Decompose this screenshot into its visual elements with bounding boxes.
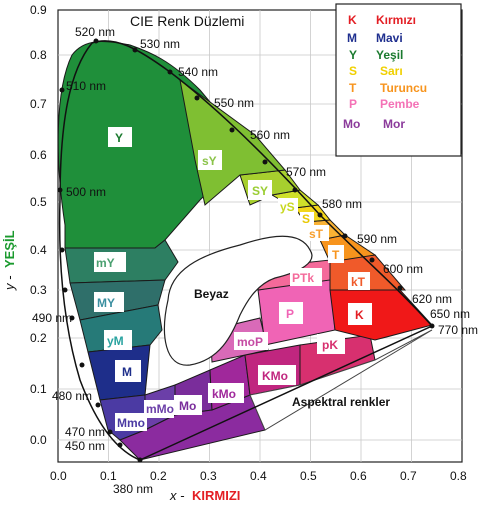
legend-code-pembe: P bbox=[349, 97, 357, 111]
x-tick: 0.1 bbox=[100, 469, 117, 483]
legend: K Kırmızı M Mavi Y Yeşil S Sarı T Turunc… bbox=[335, 3, 462, 157]
region-label-PTk: PTk bbox=[292, 271, 314, 285]
x-axis-name: KIRMIZI bbox=[192, 488, 240, 503]
region-label-MY: MY bbox=[97, 296, 115, 310]
region-label-pK: pK bbox=[322, 338, 338, 352]
x-tick: 0.2 bbox=[150, 469, 167, 483]
y-tick: 0.9 bbox=[30, 3, 47, 17]
y-tick: 0.8 bbox=[30, 48, 47, 62]
region-label-KMo: KMo bbox=[262, 369, 288, 383]
wavelength-label: 500 nm bbox=[66, 185, 106, 199]
region-label-Mmo: Mmo bbox=[117, 416, 145, 430]
y-tick: 0.7 bbox=[30, 97, 47, 111]
legend-name-yesil: Yeşil bbox=[376, 48, 403, 62]
region-label-S: S bbox=[302, 212, 310, 226]
wavelength-labels: 380 nm 450 nm 470 nm 480 nm 490 nm 500 n… bbox=[32, 25, 478, 496]
y-tick: 0.0 bbox=[30, 433, 47, 447]
white-region-label: Beyaz bbox=[194, 287, 229, 301]
legend-code-mor: Mo bbox=[343, 117, 360, 131]
y-axis-name: YEŞİL bbox=[2, 230, 17, 268]
legend-name-mor: Mor bbox=[383, 117, 405, 131]
y-axis-var: y - bbox=[2, 275, 17, 291]
region-label-mY: mY bbox=[96, 256, 115, 270]
y-axis-label: y - YEŞİL bbox=[2, 230, 17, 291]
legend-code-turuncu: T bbox=[349, 81, 357, 95]
wavelength-label: 380 nm bbox=[113, 482, 153, 496]
wavelength-label: 590 nm bbox=[357, 232, 397, 246]
legend-code-kirmizi: K bbox=[348, 13, 357, 27]
wavelength-label: 480 nm bbox=[52, 389, 92, 403]
x-tick: 0.6 bbox=[350, 469, 367, 483]
x-tick: 0.8 bbox=[450, 469, 467, 483]
region-label-Mo: Mo bbox=[179, 399, 196, 413]
wavelength-label: 570 nm bbox=[286, 165, 326, 179]
y-tick: 0.5 bbox=[30, 195, 47, 209]
region-labels: Y sY SY yS S sT T kT PTk P K moP pK KMo … bbox=[94, 127, 390, 431]
legend-name-kirmizi: Kırmızı bbox=[376, 13, 416, 27]
x-tick: 0.0 bbox=[50, 469, 67, 483]
locus-dots bbox=[57, 38, 435, 463]
region-label-kMo: kMo bbox=[212, 387, 236, 401]
region-label-sT: sT bbox=[309, 227, 324, 241]
y-tick: 0.2 bbox=[30, 331, 47, 345]
y-tick: 0.1 bbox=[30, 382, 47, 396]
region-label-moP: moP bbox=[237, 335, 263, 349]
wavelength-label: 490 nm bbox=[32, 311, 72, 325]
region-label-P: P bbox=[286, 307, 294, 321]
wavelength-label: 600 nm bbox=[383, 262, 423, 276]
chart-title: CIE Renk Düzlemi bbox=[130, 13, 244, 29]
region-label-kT: kT bbox=[351, 275, 366, 289]
y-tick: 0.4 bbox=[30, 243, 47, 257]
region-label-yS: yS bbox=[280, 200, 295, 214]
x-axis-var: x - bbox=[169, 488, 185, 503]
wavelength-label: 650 nm bbox=[430, 307, 470, 321]
x-tick: 0.3 bbox=[200, 469, 217, 483]
wavelength-label: 450 nm bbox=[65, 439, 105, 453]
wavelength-label: 530 nm bbox=[140, 37, 180, 51]
region-label-sY: sY bbox=[202, 154, 217, 168]
region-label-Y: Y bbox=[115, 131, 123, 145]
wavelength-label: 540 nm bbox=[178, 65, 218, 79]
region-label-T: T bbox=[332, 248, 340, 262]
y-tick: 0.6 bbox=[30, 148, 47, 162]
region-label-mMo: mMo bbox=[146, 402, 174, 416]
x-tick: 0.4 bbox=[250, 469, 267, 483]
x-tick: 0.7 bbox=[400, 469, 417, 483]
legend-name-turuncu: Turuncu bbox=[380, 81, 427, 95]
region-label-K: K bbox=[355, 308, 364, 322]
y-tick: 0.3 bbox=[30, 283, 47, 297]
x-tick: 0.5 bbox=[300, 469, 317, 483]
wavelength-label: 580 nm bbox=[322, 197, 362, 211]
wavelength-label: 560 nm bbox=[250, 128, 290, 142]
wavelength-label: 470 nm bbox=[65, 425, 105, 439]
region-white bbox=[163, 235, 313, 366]
x-tick-labels: 0.0 0.1 0.2 0.3 0.4 0.5 0.6 0.7 0.8 bbox=[50, 469, 467, 483]
legend-name-sari: Sarı bbox=[380, 64, 403, 78]
legend-name-mavi: Mavi bbox=[376, 31, 403, 45]
wavelength-label: 550 nm bbox=[214, 96, 254, 110]
legend-name-pembe: Pembe bbox=[380, 97, 420, 111]
wavelength-label: 620 nm bbox=[412, 292, 452, 306]
legend-code-yesil: Y bbox=[349, 48, 357, 62]
wavelength-label: 770 nm bbox=[438, 323, 478, 337]
region-aspectral bbox=[249, 329, 433, 431]
region-label-M: M bbox=[122, 365, 132, 379]
region-label-yM: yM bbox=[107, 334, 124, 348]
region-label-SY: SY bbox=[252, 184, 268, 198]
legend-code-sari: S bbox=[349, 64, 357, 78]
wavelength-label: 520 nm bbox=[75, 25, 115, 39]
y-tick-labels: 0.0 0.1 0.2 0.3 0.4 0.5 0.6 0.7 0.8 0.9 bbox=[30, 3, 47, 447]
wavelength-label: 510 nm bbox=[66, 79, 106, 93]
region-yM bbox=[79, 304, 163, 353]
aspectral-label: Aspektral renkler bbox=[292, 395, 390, 409]
legend-code-mavi: M bbox=[347, 31, 357, 45]
region-sY bbox=[179, 78, 286, 206]
